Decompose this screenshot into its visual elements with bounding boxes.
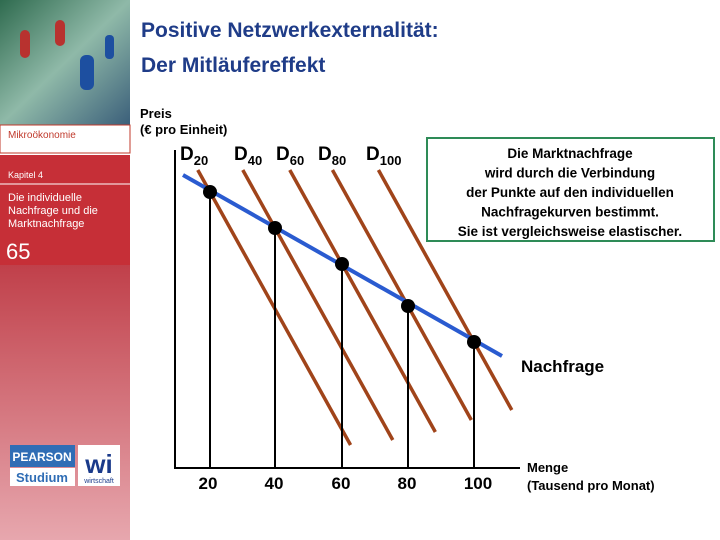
x-label: 100 [464, 474, 492, 493]
x-axis-label: Menge [527, 460, 568, 475]
point [268, 221, 282, 235]
point [401, 299, 415, 313]
curve-sub: 20 [194, 153, 208, 168]
x-label: 60 [332, 474, 351, 493]
note-box [426, 137, 715, 242]
curve-letter: D [366, 144, 380, 165]
point [467, 335, 481, 349]
points [203, 185, 481, 468]
note-line: Die Marktnachfrage [507, 146, 633, 161]
x-axis-label: (Tausend pro Monat) [527, 478, 655, 493]
curve-label: D100 [366, 144, 401, 168]
chapter-title: Die individuelle [8, 192, 82, 204]
y-axis-label: Preis [140, 106, 172, 121]
photo [0, 0, 130, 125]
chapter-title: Nachfrage und die [8, 205, 98, 217]
curve-letter: D [180, 144, 194, 165]
sidebar-lower [0, 265, 130, 540]
x-label: 80 [398, 474, 417, 493]
point [335, 257, 349, 271]
note-line: wird durch die Verbindung [484, 166, 655, 181]
note: Die Marktnachfrage wird durch die Verbind… [458, 146, 682, 239]
chapter-panel [0, 155, 130, 265]
curve-sub: 80 [332, 153, 346, 168]
x-label: 20 [199, 474, 218, 493]
logo-series: wi [84, 449, 112, 479]
note-line: Sie ist vergleichsweise elastischer. [458, 224, 682, 239]
demand-curve [288, 169, 437, 433]
demand-curve [376, 169, 514, 411]
photo-figures [20, 20, 114, 90]
course: Mikroökonomie [8, 130, 76, 141]
market-curve-label: Nachfrage [521, 357, 604, 376]
slide-number: 65 [6, 239, 30, 264]
curve-label: D40 [234, 144, 262, 168]
title: Positive Netzwerkexternalität: [141, 19, 439, 42]
point [203, 185, 217, 199]
y-axis-label: (€ pro Einheit) [140, 122, 227, 137]
chapter-title: Marktnachfrage [8, 218, 84, 230]
curve-label: D60 [276, 144, 304, 168]
logo-series-sub: wirtschaft [83, 478, 114, 485]
curve-sub: 100 [380, 153, 402, 168]
curve-label: D80 [318, 144, 346, 168]
curve-sub: 60 [290, 153, 304, 168]
course-band [0, 124, 131, 154]
demand-curve [241, 169, 395, 441]
curve-sub: 40 [248, 153, 262, 168]
logo-imprint: Studium [16, 470, 68, 485]
chapter: Kapitel 4 [8, 170, 43, 180]
logo-box [78, 445, 120, 486]
x-label: 40 [265, 474, 284, 493]
logo-box [10, 445, 75, 467]
note-line: der Punkte auf den individuellen [466, 185, 674, 200]
note-line: Nachfragekurven bestimmt. [481, 205, 659, 220]
curve-letter: D [318, 144, 332, 165]
curves [196, 169, 514, 446]
curve-label: D20 [180, 144, 208, 168]
demand-curve [330, 169, 473, 421]
curve-letter: D [234, 144, 248, 165]
logo-publisher: PEARSON [12, 450, 71, 464]
logo-box [10, 468, 75, 486]
curve-letter: D [276, 144, 290, 165]
title: Der Mitläufereffekt [141, 54, 325, 77]
